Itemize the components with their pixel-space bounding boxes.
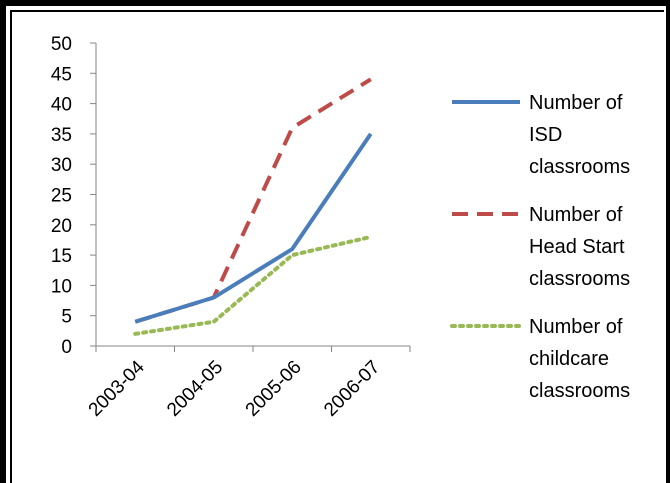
legend-label: Number of xyxy=(529,92,623,114)
y-tick-label: 5 xyxy=(61,307,72,328)
legend-label: classrooms xyxy=(529,268,630,290)
y-tick-label: 30 xyxy=(51,155,72,176)
legend-label: classrooms xyxy=(529,156,630,178)
y-tick-label: 25 xyxy=(51,186,72,207)
legend-label: classrooms xyxy=(529,380,630,402)
legend-label: Number of xyxy=(529,316,623,338)
legend-label: childcare xyxy=(529,348,609,370)
series-line-1 xyxy=(134,132,373,324)
y-tick-label: 15 xyxy=(51,246,72,267)
y-tick-label: 50 xyxy=(51,34,72,55)
y-tick-label: 10 xyxy=(51,276,72,297)
series-line-2 xyxy=(134,77,372,324)
x-tick-labels: 2003-04 2004-05 2005-06 2006-07 xyxy=(85,356,385,420)
x-tick-label: 2006-07 xyxy=(320,357,384,421)
y-tick-label: 45 xyxy=(51,64,72,85)
legend: Number of ISD classrooms Number of Head Star… xyxy=(450,92,630,402)
series-line-3 xyxy=(133,234,373,336)
y-tick-label: 35 xyxy=(51,125,72,146)
x-tick-label: 2003-04 xyxy=(85,356,149,420)
y-tick-label: 20 xyxy=(51,216,72,237)
x-tick-label: 2004-05 xyxy=(163,357,227,421)
y-tick-label: 40 xyxy=(51,95,72,116)
series-lines xyxy=(133,77,373,336)
chart-inner-border xyxy=(10,10,664,483)
y-tick-labels: 0 5 10 15 20 25 30 35 40 45 50 xyxy=(51,34,72,358)
y-tick-label: 0 xyxy=(61,337,72,358)
legend-label: Number of xyxy=(529,204,623,226)
legend-label: Head Start xyxy=(529,236,625,258)
legend-label: ISD xyxy=(529,124,562,146)
x-tick-label: 2005-06 xyxy=(242,357,306,421)
axes xyxy=(90,42,411,352)
